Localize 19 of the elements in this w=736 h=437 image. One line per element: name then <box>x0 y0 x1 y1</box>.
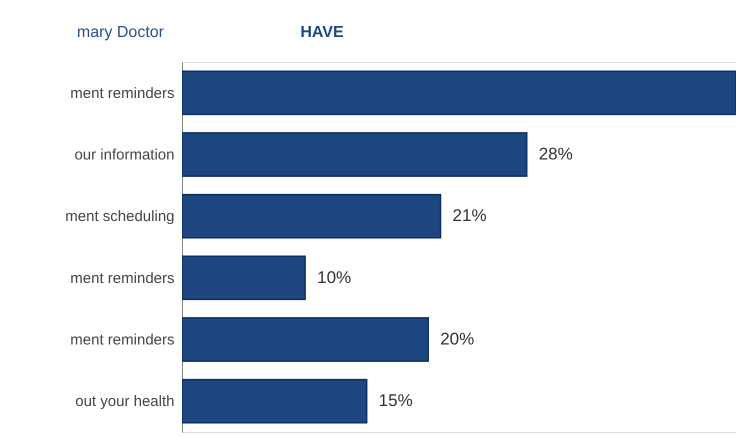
y-tick-label: out your health <box>75 393 174 410</box>
bar <box>182 70 736 116</box>
bar <box>182 194 442 238</box>
y-tick-label: ment reminders <box>70 332 174 348</box>
text: mary Doctor <box>76 24 165 41</box>
data-label: 21% <box>452 206 487 226</box>
y-tick-label: our information <box>74 146 174 164</box>
data-label: 28% <box>538 144 573 164</box>
y-tick-label: ment reminders <box>70 84 174 102</box>
bar <box>182 132 528 177</box>
y-tick-label: ment scheduling <box>65 208 174 226</box>
bar <box>182 317 429 362</box>
text: HAVE <box>300 24 344 41</box>
data-label: 10% <box>317 268 352 287</box>
bar <box>182 378 368 424</box>
data-label: 15% <box>378 391 413 410</box>
y-tick-label: ment reminders <box>70 270 174 287</box>
data-label: 20% <box>440 330 474 348</box>
bar <box>182 256 306 300</box>
